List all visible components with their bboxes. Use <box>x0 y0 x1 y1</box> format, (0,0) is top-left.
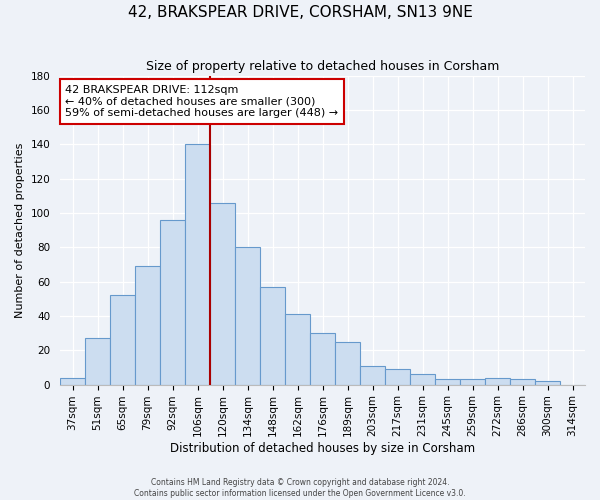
Bar <box>410 374 435 384</box>
Bar <box>210 202 235 384</box>
Bar <box>160 220 185 384</box>
Bar <box>360 366 385 384</box>
Bar <box>85 338 110 384</box>
Bar <box>435 380 460 384</box>
Bar <box>185 144 210 384</box>
X-axis label: Distribution of detached houses by size in Corsham: Distribution of detached houses by size … <box>170 442 475 455</box>
Bar <box>135 266 160 384</box>
Text: 42, BRAKSPEAR DRIVE, CORSHAM, SN13 9NE: 42, BRAKSPEAR DRIVE, CORSHAM, SN13 9NE <box>128 5 472 20</box>
Y-axis label: Number of detached properties: Number of detached properties <box>15 142 25 318</box>
Bar <box>485 378 510 384</box>
Bar <box>310 333 335 384</box>
Bar <box>285 314 310 384</box>
Bar <box>535 381 560 384</box>
Bar <box>335 342 360 384</box>
Bar <box>235 247 260 384</box>
Text: Contains HM Land Registry data © Crown copyright and database right 2024.
Contai: Contains HM Land Registry data © Crown c… <box>134 478 466 498</box>
Text: 42 BRAKSPEAR DRIVE: 112sqm
← 40% of detached houses are smaller (300)
59% of sem: 42 BRAKSPEAR DRIVE: 112sqm ← 40% of deta… <box>65 85 338 118</box>
Bar <box>510 380 535 384</box>
Bar <box>385 369 410 384</box>
Title: Size of property relative to detached houses in Corsham: Size of property relative to detached ho… <box>146 60 499 73</box>
Bar <box>460 380 485 384</box>
Bar <box>60 378 85 384</box>
Bar <box>260 286 285 384</box>
Bar <box>110 296 135 384</box>
